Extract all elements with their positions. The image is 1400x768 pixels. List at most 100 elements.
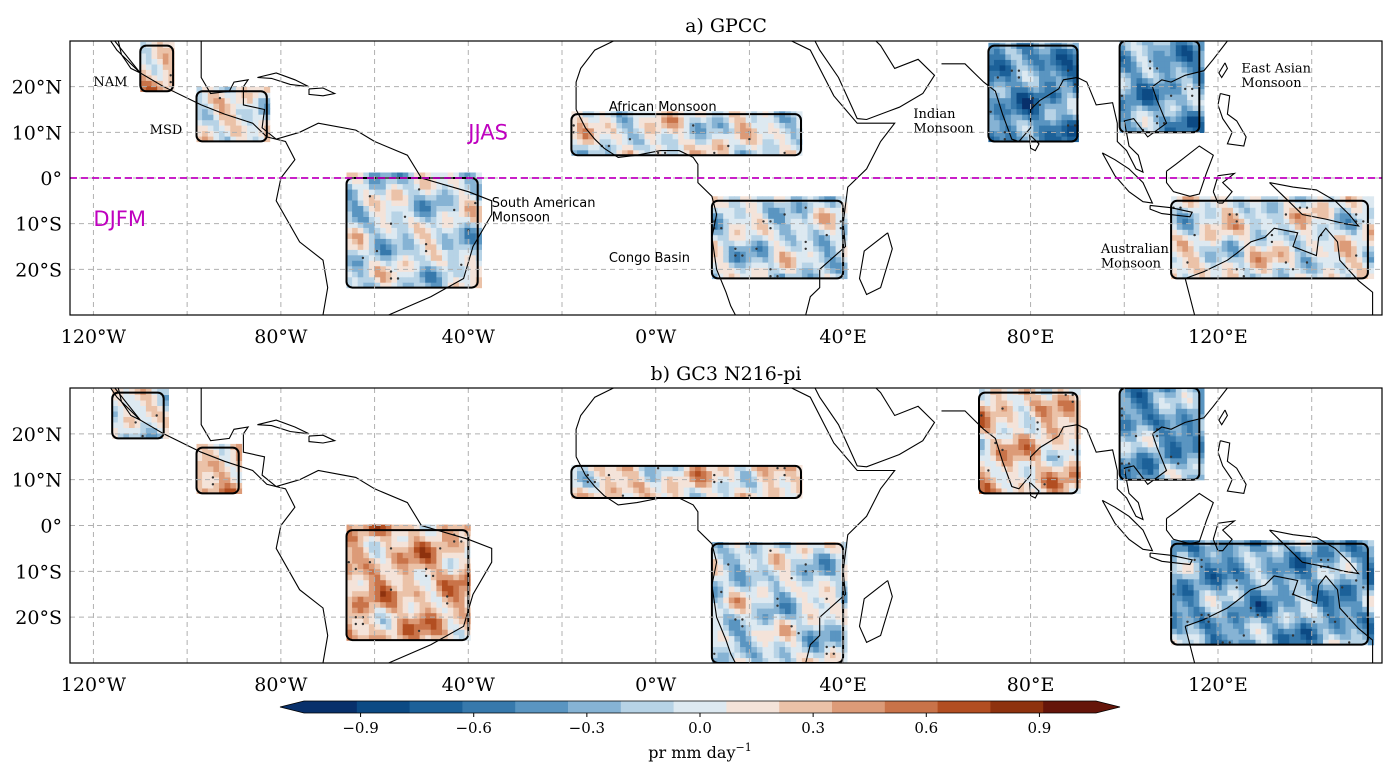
heat-cell <box>1188 622 1195 629</box>
heat-cell <box>734 256 741 263</box>
heat-cell <box>734 657 741 663</box>
heat-cell <box>1147 435 1154 442</box>
heat-cell <box>1328 229 1335 236</box>
heat-cell <box>219 119 226 126</box>
heat-cell <box>773 591 780 598</box>
heat-cell <box>436 552 443 559</box>
heat-cell <box>1063 476 1070 483</box>
heat-cell <box>740 465 747 472</box>
heat-cell <box>835 608 842 615</box>
heat-cell <box>751 223 758 230</box>
heat-cell <box>436 546 443 553</box>
heat-cell <box>1147 61 1154 68</box>
heat-cell <box>1227 212 1234 219</box>
heat-cell <box>1136 424 1143 431</box>
heat-cell <box>667 481 674 488</box>
heat-cell <box>230 449 237 456</box>
heat-cell <box>801 234 809 241</box>
heat-cell <box>363 634 370 641</box>
heat-cell <box>599 481 606 488</box>
heat-cell <box>1130 55 1137 62</box>
heat-cell <box>1061 108 1068 115</box>
heat-cell <box>475 282 482 289</box>
heat-cell <box>622 481 629 488</box>
heat-cell <box>801 212 809 219</box>
heat-cell <box>745 487 752 494</box>
heat-cell <box>1040 438 1048 445</box>
heat-cell <box>1227 551 1234 558</box>
heat-cell <box>1040 487 1048 494</box>
heat-cell <box>807 591 814 598</box>
heat-cell <box>1130 44 1137 51</box>
heat-cell <box>1052 465 1059 472</box>
heat-cell <box>577 116 584 123</box>
heat-cell <box>756 251 764 258</box>
heat-cell <box>413 205 421 212</box>
heat-cell <box>1238 617 1245 624</box>
heat-cell <box>1187 50 1194 57</box>
heat-cell <box>368 541 376 548</box>
heat-cell <box>1007 416 1014 423</box>
heat-cell <box>841 240 848 247</box>
heat-cell <box>995 432 1003 439</box>
heat-cell <box>1188 578 1195 585</box>
heat-cell <box>1069 416 1076 423</box>
heat-cell <box>202 487 209 494</box>
heat-cell <box>841 602 848 609</box>
heat-cell <box>235 443 243 450</box>
heat-cell <box>1198 55 1205 62</box>
heat-cell <box>1029 438 1036 445</box>
heat-cell <box>1198 441 1205 448</box>
heat-cell <box>1005 59 1012 66</box>
heat-cell <box>196 487 203 494</box>
heat-cell <box>1193 262 1200 269</box>
heat-cell <box>711 608 719 615</box>
heat-cell <box>374 205 381 212</box>
heat-cell <box>368 210 376 217</box>
heat-cell <box>995 460 1003 467</box>
heat-cell <box>157 421 164 428</box>
significance-dot <box>1284 213 1288 216</box>
heat-cell <box>346 634 353 641</box>
heat-cell <box>796 487 803 494</box>
heat-cell <box>1029 399 1036 406</box>
significance-dot <box>1155 67 1159 70</box>
heat-cell <box>1221 223 1228 230</box>
heat-cell <box>1164 41 1171 46</box>
heat-cell <box>374 216 381 223</box>
heat-cell <box>790 240 797 247</box>
heat-cell <box>1044 130 1051 137</box>
heat-cell <box>801 613 809 620</box>
heat-cell <box>458 282 466 289</box>
heat-cell <box>1142 55 1149 62</box>
heat-cell <box>751 652 758 659</box>
heat-cell <box>745 624 752 631</box>
heat-cell <box>413 178 421 185</box>
heat-cell <box>207 125 214 132</box>
heat-cell <box>213 114 220 121</box>
heat-cell <box>1164 126 1171 133</box>
heat-cell <box>762 657 769 663</box>
heat-cell <box>430 535 437 542</box>
heat-cell <box>346 530 353 537</box>
heat-cell <box>352 183 359 190</box>
heat-cell <box>368 579 376 586</box>
heat-cell <box>1018 454 1025 461</box>
heat-cell <box>391 178 398 185</box>
heat-cell <box>235 97 243 104</box>
heat-cell <box>1306 196 1313 203</box>
heat-cell <box>818 646 825 653</box>
heat-cell <box>419 178 426 185</box>
heat-cell <box>616 133 623 140</box>
significance-dot <box>790 577 793 580</box>
heat-cell <box>756 196 764 203</box>
heat-cell <box>224 125 231 132</box>
heat-cell <box>363 254 370 261</box>
heat-cell <box>1072 130 1079 137</box>
heat-cell <box>1147 41 1154 46</box>
heat-cell <box>824 558 831 565</box>
heat-cell <box>717 580 724 587</box>
heat-cell <box>413 227 421 234</box>
heat-cell <box>368 552 376 559</box>
heat-cell <box>1175 388 1182 393</box>
